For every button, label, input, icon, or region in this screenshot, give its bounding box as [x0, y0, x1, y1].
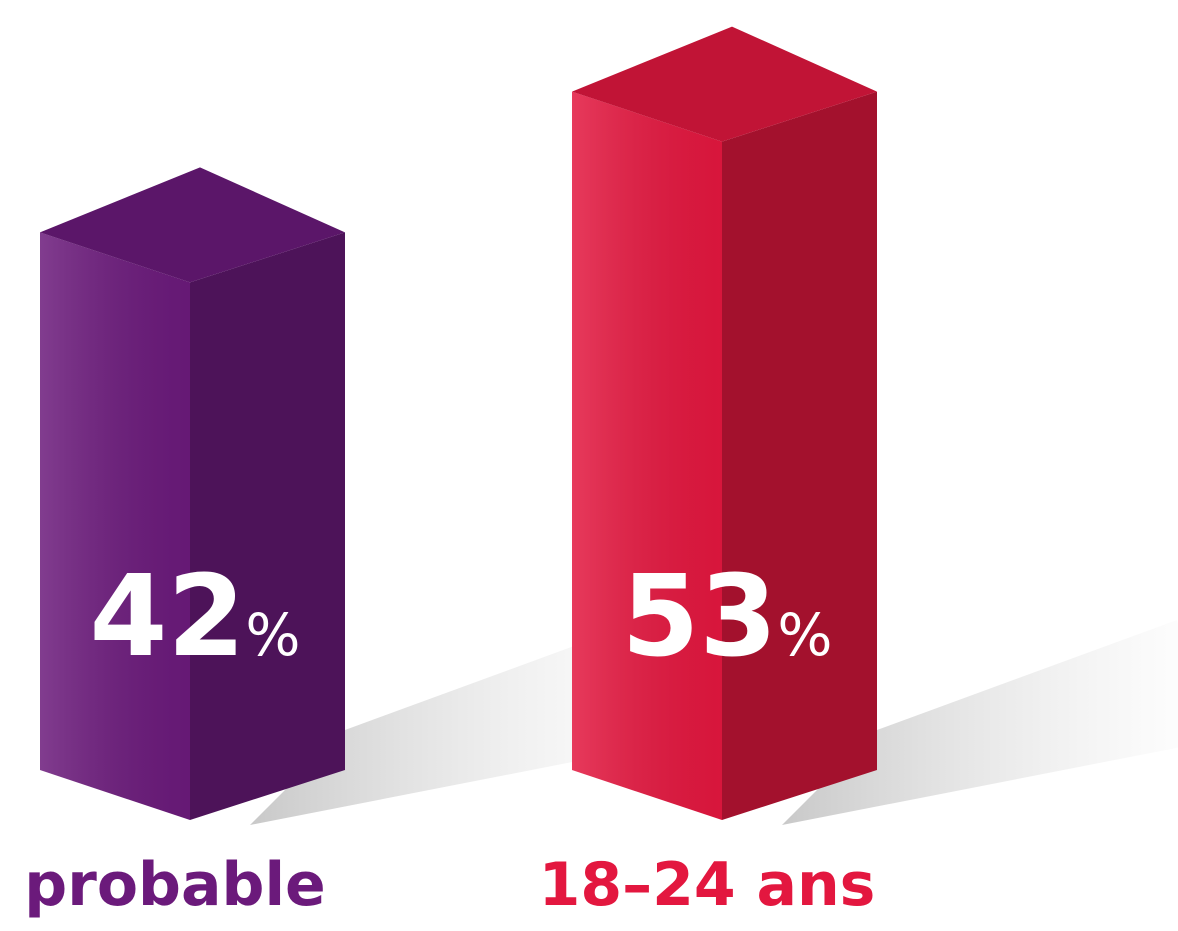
- bar-side: [722, 91, 877, 821]
- bar: [40, 167, 345, 820]
- category-label: 18–24 ans: [539, 850, 876, 920]
- bar: [572, 26, 877, 821]
- value-label: 42%: [90, 552, 301, 682]
- bar-front-shade: [572, 91, 722, 821]
- bar-front-shade: [40, 232, 190, 820]
- bar-shadow: [782, 620, 1178, 825]
- bar-top: [40, 167, 345, 283]
- category-label: probable: [24, 850, 325, 920]
- value-label: 53%: [622, 552, 833, 682]
- bar-top: [572, 26, 877, 142]
- bar-side: [190, 232, 345, 820]
